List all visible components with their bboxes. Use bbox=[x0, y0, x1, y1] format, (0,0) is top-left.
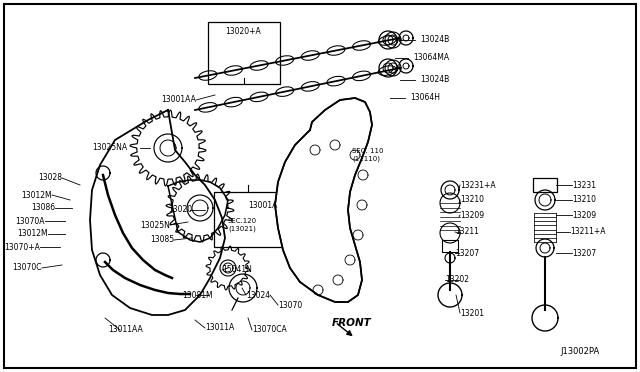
Text: 13211: 13211 bbox=[455, 228, 479, 237]
Text: 13025N: 13025N bbox=[140, 221, 170, 230]
Text: 13231+A: 13231+A bbox=[460, 180, 495, 189]
Text: 13070C: 13070C bbox=[13, 263, 42, 273]
Text: 13210: 13210 bbox=[572, 196, 596, 205]
Text: 13202: 13202 bbox=[445, 276, 469, 285]
Polygon shape bbox=[275, 98, 372, 302]
Text: J13002PA: J13002PA bbox=[561, 347, 600, 356]
Text: 13211+A: 13211+A bbox=[570, 228, 605, 237]
Text: 13064H: 13064H bbox=[410, 93, 440, 103]
Text: 13070+A: 13070+A bbox=[4, 243, 40, 251]
Text: 13012M: 13012M bbox=[17, 230, 48, 238]
Text: FRONT: FRONT bbox=[332, 318, 372, 328]
Text: 13024B: 13024B bbox=[420, 35, 449, 45]
Text: 13028: 13028 bbox=[38, 173, 62, 183]
Bar bbox=[214, 192, 282, 247]
Text: 13020: 13020 bbox=[168, 205, 192, 215]
Text: 13231: 13231 bbox=[572, 180, 596, 189]
Text: 13209: 13209 bbox=[460, 211, 484, 219]
Text: 13064MA: 13064MA bbox=[413, 54, 449, 62]
Text: SEC.120
(13021): SEC.120 (13021) bbox=[228, 218, 257, 232]
Text: 13020+A: 13020+A bbox=[225, 28, 261, 36]
Bar bbox=[442, 240, 458, 252]
Text: 13207: 13207 bbox=[572, 248, 596, 257]
Text: 13081M: 13081M bbox=[182, 291, 212, 299]
Text: 13209: 13209 bbox=[572, 211, 596, 219]
Bar bbox=[533, 178, 557, 192]
Text: 13085: 13085 bbox=[150, 235, 174, 244]
Bar bbox=[208, 22, 280, 84]
Text: 13011AA: 13011AA bbox=[108, 326, 143, 334]
Text: 13070: 13070 bbox=[278, 301, 302, 310]
Text: SEC. 110
(11110): SEC. 110 (11110) bbox=[352, 148, 383, 162]
Text: 13210: 13210 bbox=[460, 196, 484, 205]
Text: 13011A: 13011A bbox=[205, 324, 234, 333]
Text: 13070CA: 13070CA bbox=[252, 326, 287, 334]
Text: 13001AA: 13001AA bbox=[161, 96, 196, 105]
Text: 13012M: 13012M bbox=[21, 190, 52, 199]
Text: 15041N: 15041N bbox=[222, 266, 252, 275]
Text: 13086: 13086 bbox=[31, 203, 55, 212]
Text: 13025NA: 13025NA bbox=[92, 144, 127, 153]
Text: 13024: 13024 bbox=[246, 291, 270, 299]
Text: 13001A: 13001A bbox=[248, 201, 277, 209]
Text: 13024B: 13024B bbox=[420, 76, 449, 84]
Text: 13070A: 13070A bbox=[15, 217, 45, 225]
Text: 13207: 13207 bbox=[455, 248, 479, 257]
Text: 13201: 13201 bbox=[460, 308, 484, 317]
